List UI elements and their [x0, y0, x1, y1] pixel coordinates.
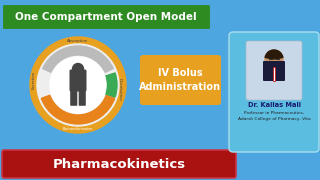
FancyBboxPatch shape: [69, 69, 86, 91]
FancyBboxPatch shape: [140, 55, 221, 105]
Text: One Compartment Open Model: One Compartment Open Model: [15, 12, 197, 22]
Text: Professor in Pharmaceutics,: Professor in Pharmaceutics,: [244, 111, 304, 115]
Circle shape: [30, 37, 126, 133]
Text: Pharmacokinetics: Pharmacokinetics: [52, 158, 186, 170]
Wedge shape: [41, 95, 115, 124]
Wedge shape: [43, 46, 113, 72]
Text: IV Bolus
Administration: IV Bolus Administration: [139, 68, 221, 92]
Circle shape: [50, 57, 106, 113]
FancyBboxPatch shape: [2, 150, 236, 178]
Text: Excretion: Excretion: [32, 71, 36, 89]
FancyBboxPatch shape: [2, 4, 211, 30]
Circle shape: [265, 50, 283, 68]
Text: Distribution: Distribution: [118, 78, 122, 102]
FancyBboxPatch shape: [70, 88, 77, 106]
Text: Adarsh College of Pharmacy, Vita: Adarsh College of Pharmacy, Vita: [238, 117, 310, 121]
FancyBboxPatch shape: [229, 32, 319, 152]
FancyBboxPatch shape: [246, 41, 302, 100]
Text: Absorption: Absorption: [67, 39, 89, 43]
Text: Biotransformation: Biotransformation: [63, 127, 93, 131]
FancyBboxPatch shape: [263, 61, 285, 81]
FancyBboxPatch shape: [79, 88, 86, 106]
Wedge shape: [106, 73, 117, 97]
Wedge shape: [265, 50, 283, 59]
Text: Dr. Kailas Mali: Dr. Kailas Mali: [247, 102, 300, 108]
Circle shape: [37, 44, 119, 126]
Circle shape: [73, 64, 84, 75]
